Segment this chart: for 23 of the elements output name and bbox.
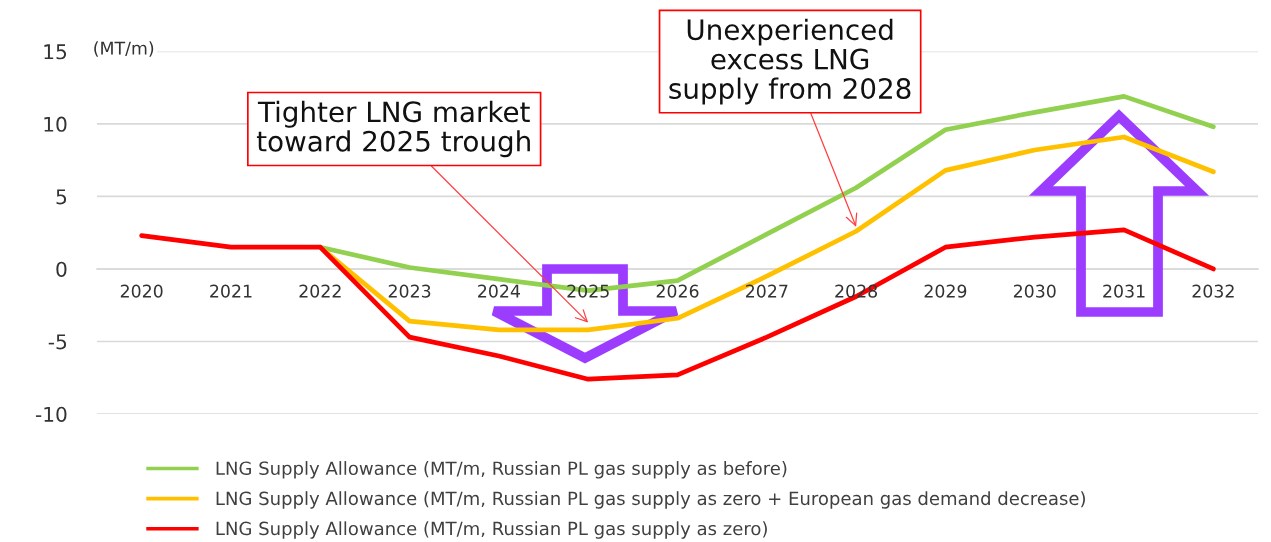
y-axis-title: (MT/m) — [94, 41, 154, 57]
x-tick-label: 2031 — [1103, 284, 1145, 298]
x-tick-label: 2023 — [388, 284, 431, 298]
x-tick-label: 2027 — [745, 284, 788, 298]
annotation: Unexperienced excess LNG supply from 2028 — [669, 18, 911, 105]
legend-label: LNG Supply Allowance (MT/m, Russian PL gas supply as zero + European gas demand decrease) — [216, 491, 1085, 509]
annotation: Tighter LNG market toward 2025 trough — [256, 100, 530, 158]
y-tick-label: -5 — [48, 334, 67, 350]
y-tick-label: 10 — [44, 116, 67, 132]
legend-label: LNG Supply Allowance (MT/m, Russian PL gas supply as before) — [216, 461, 787, 479]
y-tick-label: 0 — [56, 261, 67, 277]
x-tick-label: 2030 — [1013, 284, 1056, 298]
y-tick-label: 5 — [56, 189, 67, 205]
x-tick-label: 2024 — [478, 284, 520, 298]
x-tick-label: 2026 — [656, 284, 699, 298]
y-tick-label: -10 — [35, 406, 67, 422]
legend-label: LNG Supply Allowance (MT/m, Russian PL gas supply as zero) — [216, 521, 767, 539]
x-tick-label: 2032 — [1192, 284, 1234, 298]
x-tick-label: 2029 — [924, 284, 967, 298]
x-tick-label: 2020 — [120, 284, 163, 298]
y-tick-label: 15 — [44, 44, 67, 60]
x-tick-label: 2022 — [299, 284, 341, 298]
x-tick-label: 2021 — [210, 284, 252, 298]
